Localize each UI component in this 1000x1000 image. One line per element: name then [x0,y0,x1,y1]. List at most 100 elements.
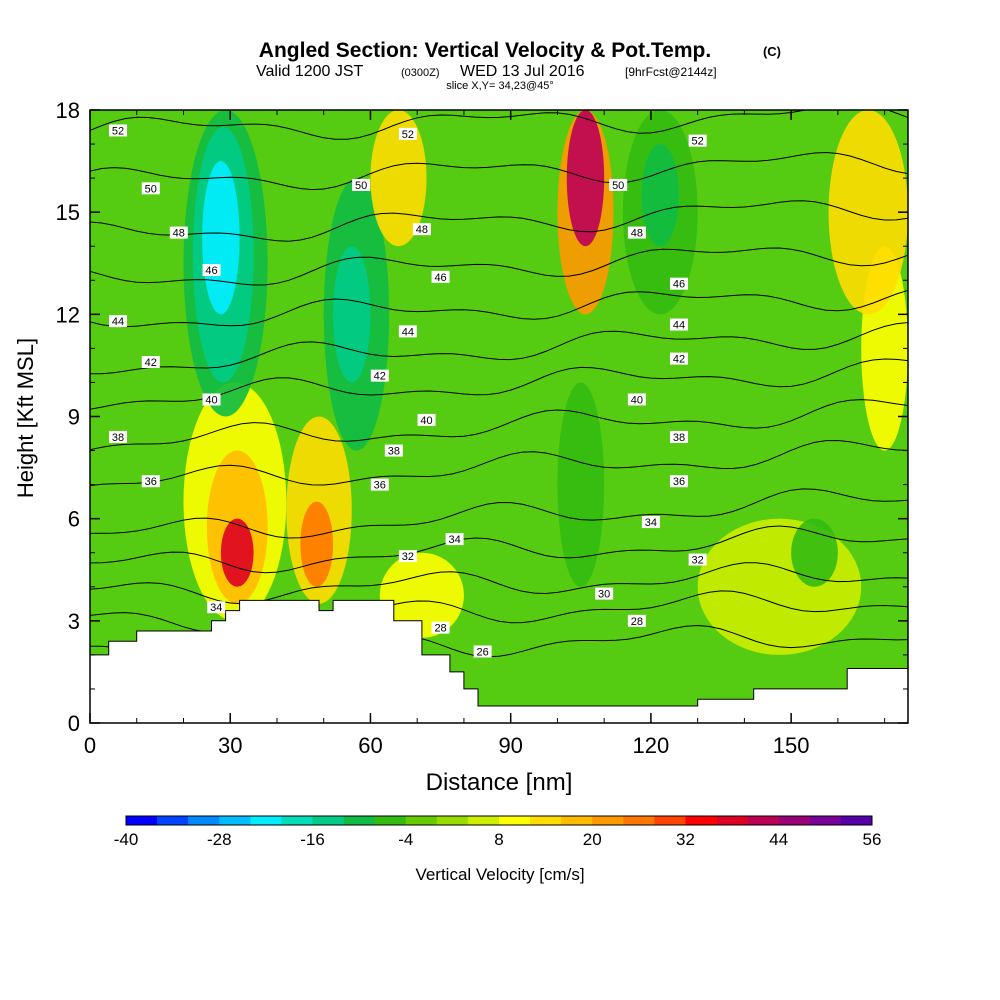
contour-label: 46 [202,264,221,277]
theta-contour-44 [90,289,908,328]
velocity-field [183,110,908,655]
y-tick-label: 6 [68,507,80,532]
contour-label: 46 [431,270,450,284]
velocity-cell [202,161,240,315]
svg-text:38: 38 [673,432,685,444]
colorbar-segment [219,816,251,825]
contour-label: 34 [445,533,464,546]
colorbar-segment [250,816,282,825]
svg-text:32: 32 [402,551,414,563]
svg-text:48: 48 [416,224,428,236]
contour-label: 28 [431,621,450,635]
contour-label: 38 [384,444,403,458]
contour-label: 30 [595,587,614,601]
svg-text:46: 46 [205,265,217,277]
theta-contour-38 [90,399,908,451]
colorbar-segment [188,816,220,825]
contour-label: 40 [202,393,221,406]
svg-text:32: 32 [692,555,704,567]
svg-text:44: 44 [112,316,124,328]
theta-contour-46 [90,247,908,286]
colorbar-segment [561,816,593,825]
contour-label: 34 [207,601,226,614]
plot-area: 52 52 52 50 50 50 48 48 48 46 46 46 44 44 44 42 42 42 40 40… [90,110,908,723]
colorbar-tick-label: 20 [583,830,602,849]
colorbar-frame [125,815,873,826]
x-tick-label: 30 [218,733,242,758]
colorbar-segment [436,816,469,825]
svg-text:48: 48 [173,228,185,240]
svg-text:40: 40 [205,394,217,406]
contour-label: 50 [609,178,628,192]
contour-label: 36 [669,475,688,488]
svg-text:26: 26 [477,646,489,658]
contour-label: 44 [398,325,417,338]
colorbar-segment [312,816,344,825]
svg-text:28: 28 [631,616,643,628]
y-tick-label: 15 [56,200,80,225]
svg-text:36: 36 [374,480,386,492]
colorbar-tick-label: -28 [207,830,232,849]
colorbar-segment [592,816,624,825]
colorbar-tick-labels: -40 -28 -16 -4 8 20 32 44 56 [114,830,882,849]
chart-title-units: (C) [763,44,781,59]
colorbar-segment [747,816,780,825]
svg-text:50: 50 [612,180,624,192]
colorbar-segment [281,816,313,825]
contour-label: 44 [109,315,128,328]
svg-text:30: 30 [598,589,610,601]
svg-text:44: 44 [673,320,685,332]
theta-contour-42 [90,322,908,375]
contour-label: 52 [398,127,417,141]
svg-text:34: 34 [210,602,222,614]
svg-text:36: 36 [673,476,685,488]
colorbar-segment [467,816,500,825]
svg-text:46: 46 [673,279,685,291]
colorbar-segment [654,816,686,825]
contour-label: 32 [688,553,707,567]
contour-label: 40 [417,413,436,427]
chart-subtitle: Valid 1200 JST (0300Z) WED 13 Jul 2016 [… [256,63,717,80]
velocity-cell [379,552,464,638]
svg-text:34: 34 [645,517,657,529]
contour-label: 42 [669,352,688,366]
colorbar [125,815,873,826]
svg-text:52: 52 [112,125,124,137]
colorbar-tick-label: 8 [494,830,503,849]
contour-labels: 52 52 52 50 50 50 48 48 48 46 46 46 44 44 44 42 42 42 40 40… [109,124,707,658]
theta-contour-40 [90,358,908,410]
svg-text:40: 40 [420,415,432,427]
svg-text:52: 52 [692,136,704,148]
subtitle-prefix: Valid 1200 JST [256,63,364,80]
svg-text:50: 50 [355,180,367,192]
colorbar-label: Vertical Velocity [cm/s] [415,865,584,884]
svg-text:42: 42 [673,354,685,366]
contour-label: 36 [141,475,160,488]
svg-text:34: 34 [448,534,460,546]
colorbar-segment [716,816,748,825]
y-axis-label: Height [Kft MSL] [13,338,38,498]
x-tick-label: 0 [84,733,96,758]
contour-label: 36 [370,478,389,492]
contour-label: 34 [641,516,660,529]
y-tick-label: 9 [68,405,80,430]
colorbar-segment [840,816,873,825]
svg-text:48: 48 [631,228,643,240]
svg-text:44: 44 [402,326,414,338]
theta-contour-32 [90,525,908,574]
subtitle-date: WED 13 Jul 2016 [460,63,585,80]
svg-text:50: 50 [145,183,157,195]
colorbar-tick-label: -4 [398,830,413,849]
theta-contours [90,110,908,665]
theta-contour-36 [90,439,908,487]
colorbar-tick-label: -16 [300,830,325,849]
colorbar-tick-label: 44 [769,830,788,849]
colorbar-segment [809,816,842,825]
contour-label: 42 [370,369,389,383]
velocity-cell [828,110,908,315]
slice-label: slice X,Y= 34,23@45° [446,80,554,92]
y-tick-label: 0 [68,711,80,736]
theta-contour-48 [90,200,908,242]
